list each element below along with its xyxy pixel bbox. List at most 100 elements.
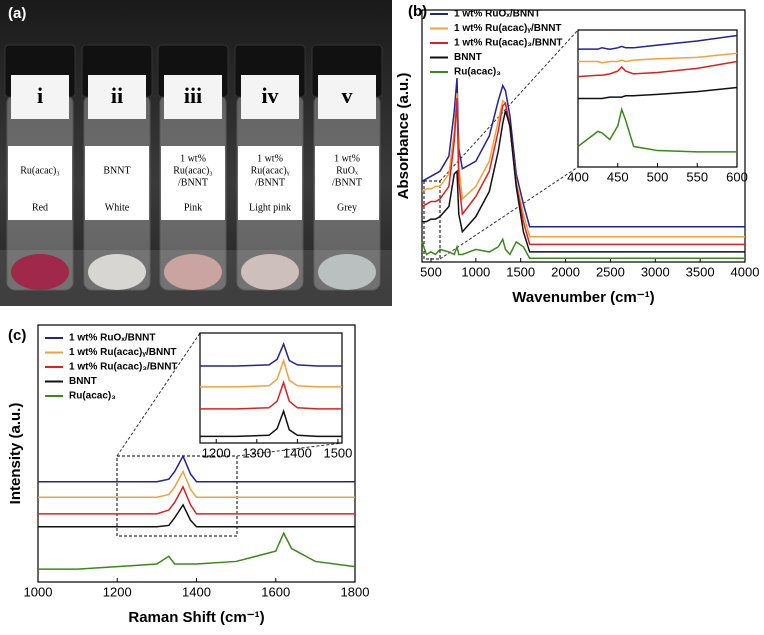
- numeral-card: [164, 75, 222, 119]
- inset-background: [200, 333, 342, 443]
- vial-numeral: iv: [261, 83, 278, 108]
- vial-name: /BNNT: [255, 177, 285, 188]
- x-tick-label: 550: [686, 169, 708, 184]
- plot-frame: [421, 9, 746, 263]
- spectrum-line: [38, 485, 355, 515]
- spectrum-line: [421, 93, 745, 238]
- vial-name: /BNNT: [178, 177, 208, 188]
- name-card: [85, 146, 149, 220]
- vial-color: Light pink: [249, 202, 291, 213]
- numeral-card: [318, 75, 376, 119]
- x-tick-label: 2000: [551, 264, 580, 279]
- vial-color: White: [105, 202, 130, 213]
- x-tick-label: 3500: [686, 264, 715, 279]
- vial-name: RuOₓ: [336, 165, 358, 176]
- spectrum-line: [200, 380, 342, 410]
- legend-label: Ru(acac)₃: [69, 391, 116, 402]
- spectrum-line: [578, 34, 738, 50]
- spectrum-line: [38, 454, 355, 483]
- x-axis-label: Wavenumber (cm⁻¹): [512, 289, 654, 306]
- zoom-guide: [236, 442, 343, 457]
- legend-label: 1 wt% Ru(acac)ᵧ/BNNT: [69, 347, 177, 358]
- x-tick-label: 500: [647, 169, 669, 184]
- x-tick-label: 1000: [24, 584, 53, 599]
- vial-name: 1 wt%: [257, 153, 283, 164]
- vial-color: Red: [32, 202, 48, 213]
- zoom-box: [423, 180, 441, 260]
- x-tick-label: 1000: [461, 264, 490, 279]
- spectrum-line: [421, 98, 745, 246]
- x-axis-label: Raman Shift (cm⁻¹): [128, 609, 264, 626]
- powder: [11, 254, 69, 290]
- plot-frame: [199, 332, 343, 444]
- numeral-card: [11, 75, 69, 119]
- x-tick-label: 3000: [641, 264, 670, 279]
- zoom-box: [116, 455, 238, 537]
- name-card: [161, 146, 225, 220]
- x-tick-label: 1800: [341, 584, 370, 599]
- powder: [164, 254, 222, 290]
- vial-color: Pink: [184, 202, 202, 213]
- vial-name: Ru(acac)₃: [20, 165, 60, 176]
- spectrum-line: [200, 358, 342, 388]
- spectrum-line: [200, 341, 342, 367]
- legend-label: 1 wt% RuOₓ/BNNT: [454, 9, 540, 20]
- numeral-card: [88, 75, 146, 119]
- panel-label: (b): [408, 3, 427, 20]
- x-tick-label: 4000: [731, 264, 760, 279]
- x-tick-label: 1400: [182, 584, 211, 599]
- legend-label: Ru(acac)₃: [454, 67, 501, 78]
- vial-numeral: v: [342, 83, 353, 108]
- legend-label: BNNT: [69, 376, 97, 387]
- vial-name: /BNNT: [332, 177, 362, 188]
- x-tick-label: 500: [420, 264, 442, 279]
- legend-label: 1 wt% Ru(acac)₃/BNNT: [69, 362, 178, 373]
- y-axis-label: Intensity (a.u.): [7, 403, 24, 505]
- powder: [318, 254, 376, 290]
- powder: [241, 254, 299, 290]
- spectrum-line: [38, 503, 355, 528]
- vial-name: 1 wt%: [334, 153, 360, 164]
- spectrum-line: [421, 237, 745, 259]
- name-card: [8, 146, 72, 220]
- zoom-guide: [439, 166, 579, 260]
- x-tick-label: 1200: [103, 584, 132, 599]
- x-tick-label: 450: [607, 169, 629, 184]
- x-tick-label: 1200: [202, 445, 231, 460]
- spectrum-line: [578, 86, 738, 100]
- spectrum-line: [38, 469, 355, 498]
- spectrum-line: [422, 110, 745, 253]
- spectrum-line: [421, 77, 745, 228]
- numeral-card: [241, 75, 299, 119]
- vial-numeral: iii: [184, 83, 202, 108]
- vial-name: Ru(acac)ᵧ: [251, 165, 290, 176]
- powder: [88, 254, 146, 290]
- x-tick-label: 1500: [323, 445, 352, 460]
- spectrum-line: [38, 531, 356, 570]
- zoom-guide: [439, 29, 579, 182]
- x-tick-label: 1600: [261, 584, 290, 599]
- vial-color: Grey: [337, 202, 357, 213]
- spectrum-line: [577, 60, 738, 78]
- panel-label: (c): [8, 327, 26, 344]
- name-card: [315, 146, 379, 220]
- vial-name: 1 wt%: [180, 153, 206, 164]
- vial-numeral: i: [37, 83, 43, 108]
- vial-name: BNNT: [103, 165, 130, 176]
- x-tick-label: 1500: [506, 264, 535, 279]
- x-tick-label: 400: [567, 169, 589, 184]
- x-tick-label: 1300: [242, 445, 271, 460]
- spectrum-line: [200, 408, 342, 438]
- legend-label: 1 wt% Ru(acac)ᵧ/BNNT: [454, 23, 562, 34]
- vial-numeral: ii: [111, 83, 123, 108]
- vial-name: Ru(acac)₃: [173, 165, 213, 176]
- x-tick-label: 600: [726, 169, 748, 184]
- x-tick-label: 2500: [596, 264, 625, 279]
- panel-label: (a): [8, 5, 26, 22]
- legend-label: 1 wt% Ru(acac)₃/BNNT: [454, 38, 563, 49]
- spectrum-line: [577, 106, 737, 153]
- name-card: [238, 146, 302, 220]
- legend-label: BNNT: [454, 52, 482, 63]
- legend-label: 1 wt% RuOₓ/BNNT: [69, 333, 155, 344]
